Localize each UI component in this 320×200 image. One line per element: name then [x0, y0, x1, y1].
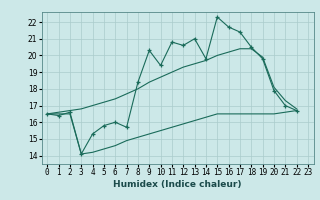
- X-axis label: Humidex (Indice chaleur): Humidex (Indice chaleur): [113, 180, 242, 189]
